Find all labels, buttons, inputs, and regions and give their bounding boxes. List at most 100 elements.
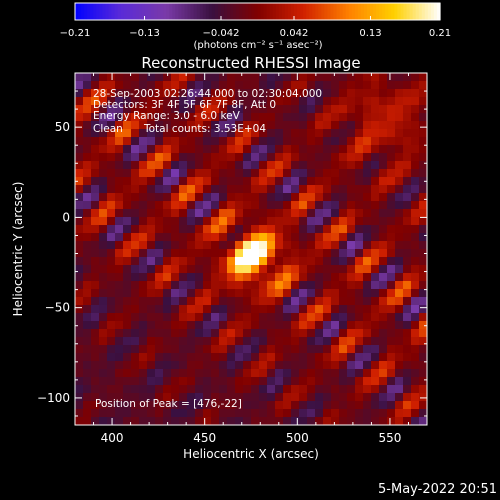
- heatmap-cell: [379, 377, 388, 386]
- heatmap-cell: [219, 137, 228, 146]
- heatmap-cell: [131, 129, 140, 138]
- heatmap-cell: [179, 225, 188, 234]
- heatmap-cell: [275, 169, 284, 178]
- heatmap-cell: [283, 257, 292, 266]
- heatmap-cell: [75, 153, 84, 162]
- heatmap-cell: [251, 265, 260, 274]
- heatmap-cell: [179, 345, 188, 354]
- heatmap-cell: [203, 273, 212, 282]
- heatmap-cell: [283, 393, 292, 402]
- heatmap-cell: [291, 241, 300, 250]
- heatmap-cell: [371, 305, 380, 314]
- heatmap-cell: [75, 201, 84, 210]
- colorbar-cell: [114, 3, 119, 20]
- heatmap-cell: [219, 97, 228, 106]
- heatmap-cell: [251, 393, 260, 402]
- heatmap-cell: [291, 345, 300, 354]
- heatmap-cell: [195, 393, 204, 402]
- heatmap-cell: [211, 249, 220, 258]
- heatmap-cell: [299, 385, 308, 394]
- heatmap-cell: [179, 113, 188, 122]
- heatmap-cell: [379, 217, 388, 226]
- heatmap-cell: [131, 369, 140, 378]
- heatmap-cell: [291, 265, 300, 274]
- heatmap-cell: [107, 281, 116, 290]
- heatmap-cell: [227, 105, 236, 114]
- heatmap-cell: [155, 401, 164, 410]
- heatmap-cell: [251, 121, 260, 130]
- heatmap-cell: [243, 209, 252, 218]
- heatmap-cell: [403, 73, 412, 82]
- heatmap-cell: [379, 401, 388, 410]
- heatmap-cell: [171, 137, 180, 146]
- colorbar-cell: [184, 3, 189, 20]
- heatmap-cell: [179, 353, 188, 362]
- heatmap-cell: [331, 409, 340, 418]
- heatmap-cell: [243, 73, 252, 82]
- heatmap-cell: [179, 153, 188, 162]
- heatmap-cell: [267, 321, 276, 330]
- heatmap-cell: [195, 225, 204, 234]
- heatmap-cell: [171, 73, 180, 82]
- heatmap-cell: [331, 385, 340, 394]
- heatmap-cell: [195, 249, 204, 258]
- heatmap-cell: [235, 105, 244, 114]
- heatmap-cell: [283, 313, 292, 322]
- heatmap-cell: [275, 177, 284, 186]
- colorbar-cell: [290, 3, 295, 20]
- heatmap-cell: [195, 345, 204, 354]
- heatmap-cell: [411, 105, 420, 114]
- heatmap-cell: [339, 249, 348, 258]
- heatmap-cell: [139, 209, 148, 218]
- heatmap-cell: [355, 345, 364, 354]
- heatmap-cell: [107, 73, 116, 82]
- heatmap-cell: [227, 385, 236, 394]
- heatmap-cell: [267, 89, 276, 98]
- heatmap-cell: [107, 185, 116, 194]
- heatmap-cell: [379, 209, 388, 218]
- heatmap-cell: [323, 369, 332, 378]
- heatmap-cell: [99, 153, 108, 162]
- heatmap-cell: [75, 169, 84, 178]
- heatmap-cell: [419, 337, 427, 346]
- colorbar-cell: [251, 3, 256, 20]
- heatmap-cell: [267, 97, 276, 106]
- heatmap-cell: [115, 209, 124, 218]
- heatmap-cell: [395, 153, 404, 162]
- heatmap-cell: [299, 305, 308, 314]
- heatmap-cell: [363, 265, 372, 274]
- heatmap-cell: [211, 185, 220, 194]
- colorbar-cell: [297, 3, 301, 20]
- heatmap-cell: [91, 313, 100, 322]
- heatmap-cell: [419, 417, 427, 425]
- heatmap-cell: [411, 337, 420, 346]
- heatmap-cell: [235, 377, 244, 386]
- heatmap-cell: [243, 121, 252, 130]
- heatmap-cell: [171, 305, 180, 314]
- heatmap-cell: [171, 233, 180, 242]
- heatmap-cell: [283, 369, 292, 378]
- heatmap-cell: [131, 217, 140, 226]
- heatmap-cell: [227, 313, 236, 322]
- heatmap-cell: [139, 353, 148, 362]
- heatmap-cell: [387, 177, 396, 186]
- heatmap-cell: [235, 305, 244, 314]
- heatmap-cell: [171, 193, 180, 202]
- heatmap-cell: [179, 313, 188, 322]
- heatmap-cell: [203, 225, 212, 234]
- heatmap-cell: [107, 89, 116, 98]
- heatmap-cell: [75, 401, 84, 410]
- heatmap-cell: [267, 153, 276, 162]
- colorbar-cell: [126, 3, 131, 20]
- heatmap-cell: [227, 169, 236, 178]
- heatmap-cell: [187, 137, 196, 146]
- heatmap-cell: [275, 297, 284, 306]
- heatmap-cell: [419, 241, 427, 250]
- heatmap-cell: [347, 369, 356, 378]
- heatmap-cell: [347, 337, 356, 346]
- heatmap-cell: [179, 409, 188, 418]
- heatmap-cell: [235, 73, 244, 82]
- heatmap-cell: [187, 225, 196, 234]
- heatmap-cell: [219, 241, 228, 250]
- heatmap-cell: [243, 257, 252, 266]
